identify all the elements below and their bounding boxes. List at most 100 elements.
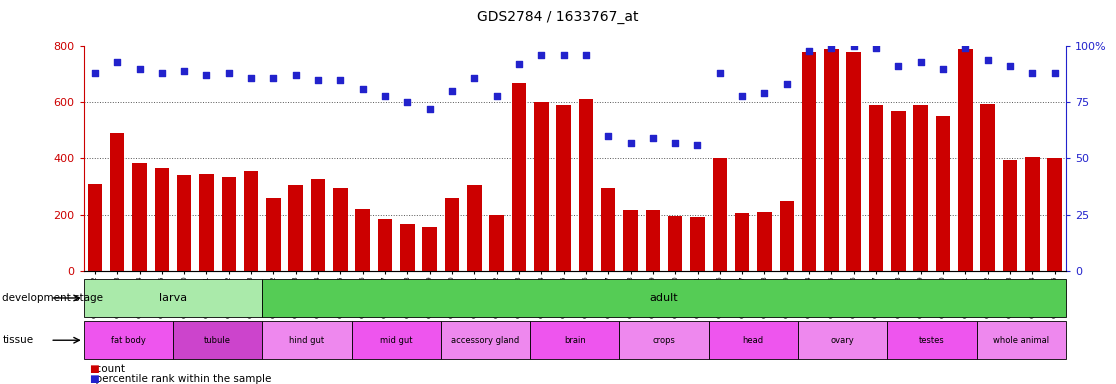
Text: testes: testes: [918, 336, 945, 345]
Bar: [441, 321, 530, 359]
Bar: [173, 321, 262, 359]
Bar: [846, 52, 860, 271]
Bar: [1002, 160, 1017, 271]
Point: [398, 99, 416, 105]
Bar: [333, 188, 347, 271]
Bar: [132, 162, 146, 271]
Text: crops: crops: [653, 336, 675, 345]
Bar: [530, 321, 619, 359]
Point: [131, 66, 148, 72]
Bar: [798, 321, 887, 359]
Bar: [444, 198, 459, 271]
Bar: [84, 279, 262, 317]
Text: fat body: fat body: [110, 336, 146, 345]
Bar: [262, 279, 1066, 317]
Bar: [466, 185, 481, 271]
Bar: [891, 111, 905, 271]
Point: [465, 74, 483, 81]
Text: GDS2784 / 1633767_at: GDS2784 / 1633767_at: [478, 10, 638, 23]
Bar: [868, 105, 883, 271]
Bar: [221, 177, 235, 271]
Bar: [154, 168, 169, 271]
Bar: [556, 105, 570, 271]
Point: [376, 93, 394, 99]
Bar: [422, 227, 436, 271]
Point: [1046, 70, 1064, 76]
Point: [488, 93, 506, 99]
Bar: [690, 217, 704, 271]
Text: accessory gland: accessory gland: [451, 336, 520, 345]
Bar: [84, 321, 173, 359]
Bar: [578, 99, 593, 271]
Text: percentile rank within the sample: percentile rank within the sample: [89, 374, 271, 384]
Point: [689, 142, 706, 148]
Bar: [935, 116, 950, 271]
Bar: [709, 321, 798, 359]
Bar: [779, 200, 793, 271]
Point: [443, 88, 461, 94]
Point: [198, 72, 215, 78]
Bar: [600, 188, 615, 271]
Point: [309, 77, 327, 83]
Bar: [801, 52, 816, 271]
Bar: [355, 209, 369, 271]
Point: [264, 74, 282, 81]
Point: [108, 59, 126, 65]
Point: [666, 140, 684, 146]
Bar: [757, 212, 771, 271]
Text: brain: brain: [564, 336, 586, 345]
Bar: [645, 210, 660, 271]
Bar: [176, 175, 192, 271]
Point: [934, 66, 952, 72]
Point: [867, 45, 885, 51]
Text: development stage: development stage: [2, 293, 104, 303]
Point: [421, 106, 439, 112]
Point: [1001, 63, 1019, 70]
Bar: [377, 219, 392, 271]
Bar: [1047, 159, 1061, 271]
Bar: [958, 49, 972, 271]
Bar: [533, 102, 548, 271]
Text: ■: ■: [89, 374, 99, 384]
Bar: [734, 213, 749, 271]
Point: [577, 52, 595, 58]
Bar: [824, 49, 838, 271]
Bar: [489, 215, 503, 271]
Text: hind gut: hind gut: [289, 336, 325, 345]
Bar: [913, 105, 927, 271]
Bar: [352, 321, 441, 359]
Bar: [976, 321, 1066, 359]
Bar: [619, 321, 709, 359]
Bar: [511, 83, 526, 271]
Point: [175, 68, 193, 74]
Point: [331, 77, 349, 83]
Bar: [109, 133, 125, 271]
Text: larva: larva: [158, 293, 187, 303]
Text: whole animal: whole animal: [993, 336, 1049, 345]
Text: adult: adult: [650, 293, 679, 303]
Point: [733, 93, 751, 99]
Text: head: head: [743, 336, 763, 345]
Point: [287, 72, 305, 78]
Point: [756, 90, 773, 96]
Bar: [288, 185, 302, 271]
Point: [845, 43, 863, 49]
Point: [956, 45, 974, 51]
Bar: [667, 216, 682, 271]
Bar: [87, 184, 102, 271]
Point: [711, 70, 729, 76]
Point: [86, 70, 104, 76]
Point: [778, 81, 796, 87]
Bar: [623, 210, 637, 271]
Bar: [1024, 157, 1039, 271]
Bar: [243, 171, 258, 271]
Bar: [266, 198, 280, 271]
Point: [912, 59, 930, 65]
Point: [822, 45, 840, 51]
Point: [555, 52, 573, 58]
Bar: [262, 321, 352, 359]
Text: tubule: tubule: [204, 336, 231, 345]
Point: [979, 56, 997, 63]
Point: [644, 135, 662, 141]
Point: [220, 70, 238, 76]
